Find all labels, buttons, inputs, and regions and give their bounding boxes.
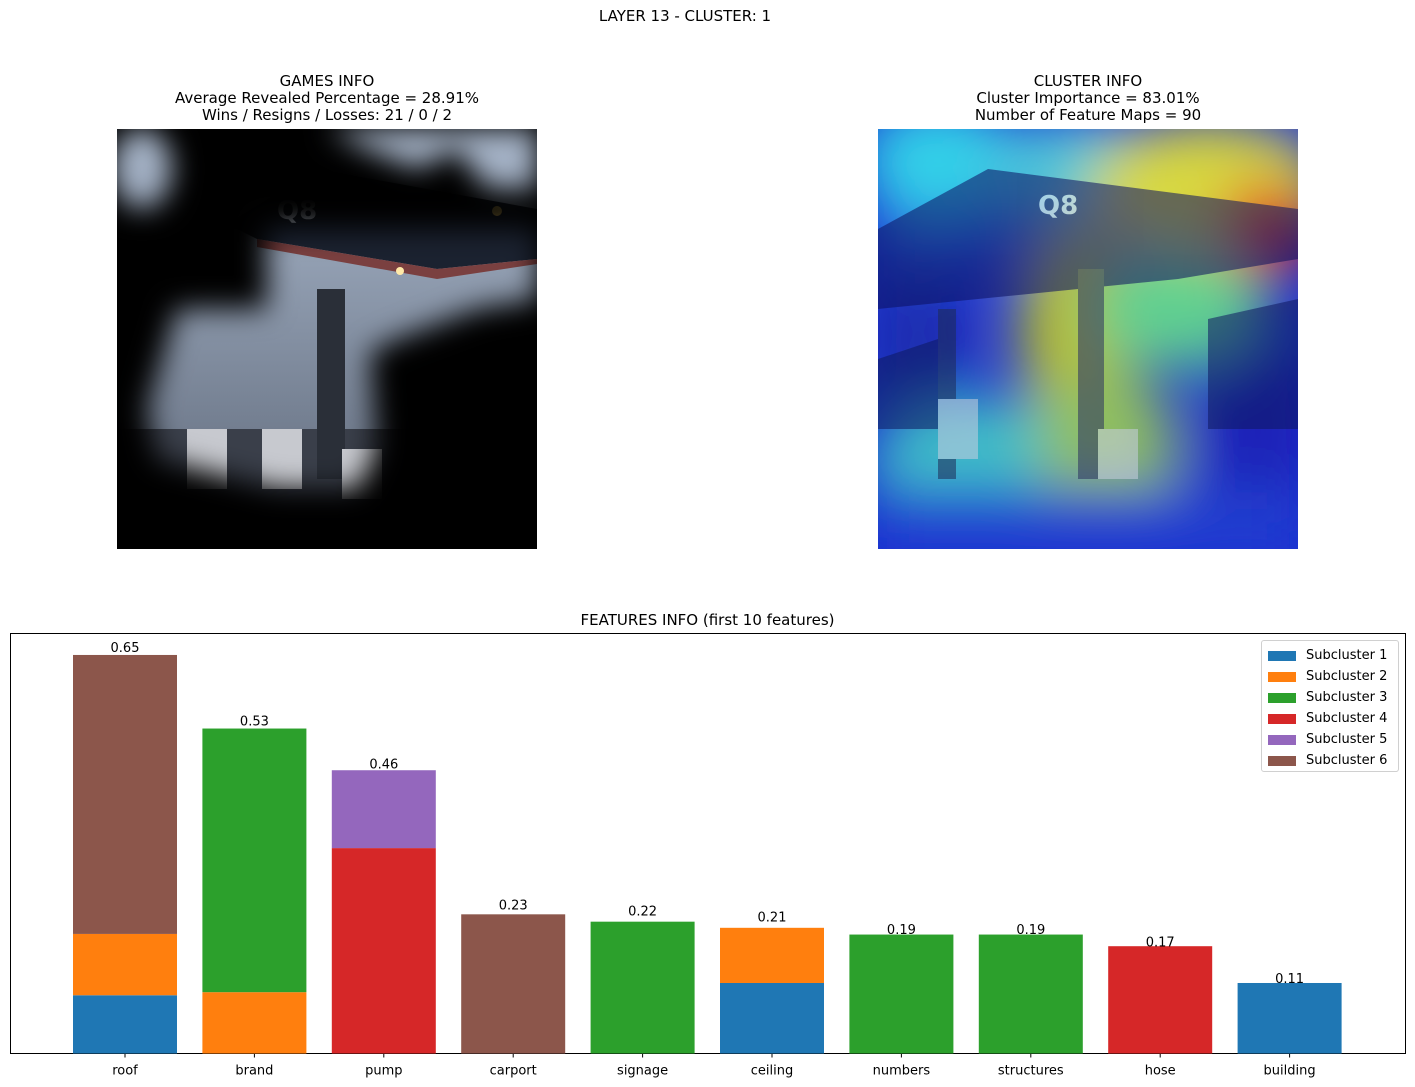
legend-label: Subcluster 2 [1306,669,1388,684]
games-info-revealed: Average Revealed Percentage = 28.91% [174,89,479,107]
x-tick-label-numbers: numbers [873,1064,931,1079]
legend-label: Subcluster 4 [1306,711,1388,726]
cluster-info-title-block: CLUSTER INFO Cluster Importance = 83.01%… [888,73,1288,124]
legend-label: Subcluster 1 [1306,648,1388,663]
features-bar-chart: 0.65 0.53 0.46 0.23 0.22 0.21 0.19 0.19 0.17 0.11… [10,633,1406,1079]
legend-swatch [1268,755,1296,766]
legend-swatch [1268,734,1296,745]
legend-item-subcluster-3: Subcluster 3 [1268,687,1387,708]
canopy-sign-text: Q8 [277,196,317,226]
bars-layer [73,654,1342,1054]
chart-legend: Subcluster 1 Subcluster 2 Subcluster 3 Subc… [1261,640,1399,772]
bar-brand-subcluster-3 [202,728,307,993]
figure-suptitle: LAYER 13 - CLUSTER: 1 [598,7,772,25]
games-info-results: Wins / Resigns / Losses: 21 / 0 / 2 [201,106,453,124]
legend-item-subcluster-6: Subcluster 6 [1268,750,1387,771]
x-tick-label-brand: brand [235,1064,273,1079]
gas-station-scene-masked: Q8 [117,129,537,549]
legend-item-subcluster-5: Subcluster 5 [1268,729,1387,750]
bar-numbers-subcluster-3 [849,934,954,1054]
value-labels-layer: 0.65 0.53 0.46 0.23 0.22 0.21 0.19 0.19 0.17 0.11 [111,641,1305,987]
x-tick-label-building: building [1264,1064,1316,1079]
legend-label: Subcluster 6 [1306,753,1388,768]
legend-swatch [1268,692,1296,703]
x-tick-label-structures: structures [998,1064,1064,1079]
x-tick-label-roof: roof [112,1064,138,1079]
games-info-title-block: GAMES INFO Average Revealed Percentage =… [127,73,527,124]
legend-item-subcluster-1: Subcluster 1 [1268,645,1387,666]
legend-label: Subcluster 3 [1306,690,1388,705]
bar-brand-subcluster-2 [202,992,307,1054]
x-tick-label-signage: signage [617,1064,668,1079]
heatmap-canopy-sign-text: Q8 [1038,191,1078,221]
x-ticks-layer: roof brand pump carport signage ceiling number… [112,1053,1316,1079]
gas-station-scene-heatmap: Q8 [878,129,1298,549]
games-info-title: GAMES INFO [279,72,375,90]
legend-item-subcluster-2: Subcluster 2 [1268,666,1387,687]
masked-revealed-image: Q8 [117,129,537,549]
bar-pump-subcluster-5 [331,770,436,849]
legend-swatch [1268,671,1296,682]
bar-ceiling-subcluster-2 [720,927,824,983]
value-label-numbers: 0.19 [887,923,916,938]
bar-roof-subcluster-2 [73,933,177,996]
bar-building-subcluster-1 [1237,982,1342,1054]
cluster-info-title: CLUSTER INFO [1033,72,1143,90]
value-label-carport: 0.23 [499,898,528,913]
value-label-roof: 0.65 [111,641,140,656]
cluster-info-feature-maps: Number of Feature Maps = 90 [974,106,1202,124]
bar-hose-subcluster-4 [1108,946,1213,1054]
bar-ceiling-subcluster-1 [720,982,824,1054]
value-label-brand: 0.53 [240,715,269,730]
x-tick-label-ceiling: ceiling [751,1064,793,1079]
legend-swatch [1268,713,1296,724]
legend-swatch [1268,650,1296,661]
value-label-structures: 0.19 [1016,923,1045,938]
bar-roof-subcluster-6 [73,654,177,934]
bar-carport-subcluster-6 [461,914,566,1054]
features-chart-title: FEATURES INFO (first 10 features) [580,611,835,629]
legend-item-subcluster-4: Subcluster 4 [1268,708,1387,729]
value-label-building: 0.11 [1275,972,1304,987]
x-tick-label-hose: hose [1145,1064,1176,1079]
value-label-hose: 0.17 [1146,935,1175,950]
x-tick-label-carport: carport [490,1064,537,1079]
legend-label: Subcluster 5 [1306,732,1388,747]
bar-roof-subcluster-1 [73,995,177,1054]
value-label-ceiling: 0.21 [758,911,787,926]
cluster-heatmap-image: Q8 [878,129,1298,549]
bar-signage-subcluster-3 [590,921,695,1054]
cluster-info-importance: Cluster Importance = 83.01% [976,89,1200,107]
x-tick-label-pump: pump [365,1064,402,1079]
value-label-signage: 0.22 [628,905,657,920]
value-label-pump: 0.46 [369,757,398,772]
bar-pump-subcluster-4 [331,848,436,1054]
bar-structures-subcluster-3 [978,934,1083,1054]
